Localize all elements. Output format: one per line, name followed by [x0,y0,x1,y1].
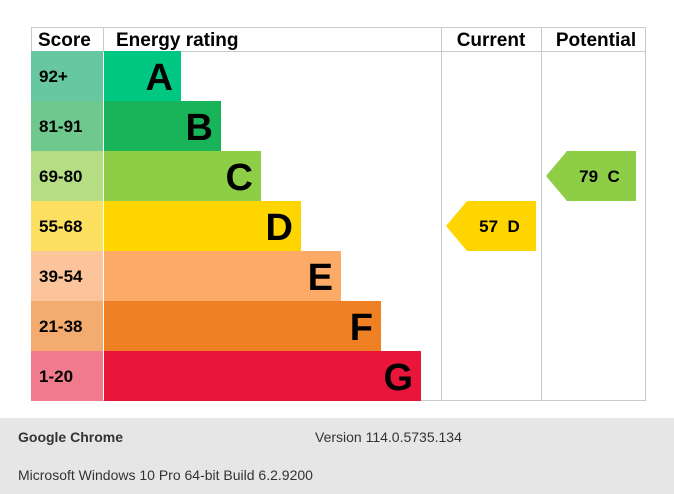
band-b: 81-91 B [31,101,221,151]
browser-info-footer: Google Chrome Version 114.0.5735.134 Mic… [0,418,674,494]
rating-bar [104,151,261,201]
score-header: Score [38,30,91,51]
os-info: Microsoft Windows 10 Pro 64-bit Build 6.… [18,467,313,483]
current-rating-marker: 57 D [446,201,536,251]
score-cell [31,251,103,301]
score-label: 21-38 [39,317,82,336]
chart-headers: Score Energy rating Current Potential [38,30,636,51]
rating-header: Energy rating [116,30,238,51]
score-label: 39-54 [39,267,83,286]
score-label: 69-80 [39,167,82,186]
rating-letter: D [266,207,293,249]
browser-name: Google Chrome [18,429,124,445]
current-rating-marker-arrow [446,201,536,251]
browser-version: Version 114.0.5735.134 [315,429,462,445]
rating-bar [104,51,181,101]
rating-letter: G [383,357,413,399]
rating-bar [104,301,381,351]
score-cell [31,201,103,251]
potential-rating-marker-arrow [546,151,636,201]
score-cell [31,51,103,101]
rating-markers: 57 D 79 C [446,151,636,251]
band-f: 21-38 F [31,301,381,351]
score-cell [31,101,103,151]
potential-header: Potential [556,30,636,51]
score-label: 92+ [39,67,68,86]
rating-bar [104,351,421,401]
score-label: 81-91 [39,117,82,136]
score-cell [31,351,103,401]
rating-letter: F [350,307,373,349]
band-e: 39-54 E [31,251,341,301]
rating-bands: 92+ A 81-91 B 69-80 C 55-68 D 39-54 E 21-38 F 1-20 G [31,51,421,401]
current-rating-marker-label: 57 D [479,217,520,236]
potential-rating-marker-label: 79 C [579,167,620,186]
rating-bar [104,101,221,151]
potential-rating-marker: 79 C [546,151,636,201]
band-d: 55-68 D [31,201,301,251]
score-cell [31,301,103,351]
score-label: 1-20 [39,367,73,386]
band-g: 1-20 G [31,351,421,401]
score-label: 55-68 [39,217,82,236]
score-cell [31,151,103,201]
band-c: 69-80 C [31,151,261,201]
rating-bar [104,201,301,251]
rating-letter: B [186,107,213,149]
rating-letter: C [226,157,253,199]
rating-letter: E [308,257,333,299]
energy-rating-chart: Score Energy rating Current Potential 92… [31,27,646,401]
rating-bar [104,251,341,301]
rating-letter: A [146,57,173,99]
band-a: 92+ A [31,51,181,101]
current-header: Current [457,30,526,51]
